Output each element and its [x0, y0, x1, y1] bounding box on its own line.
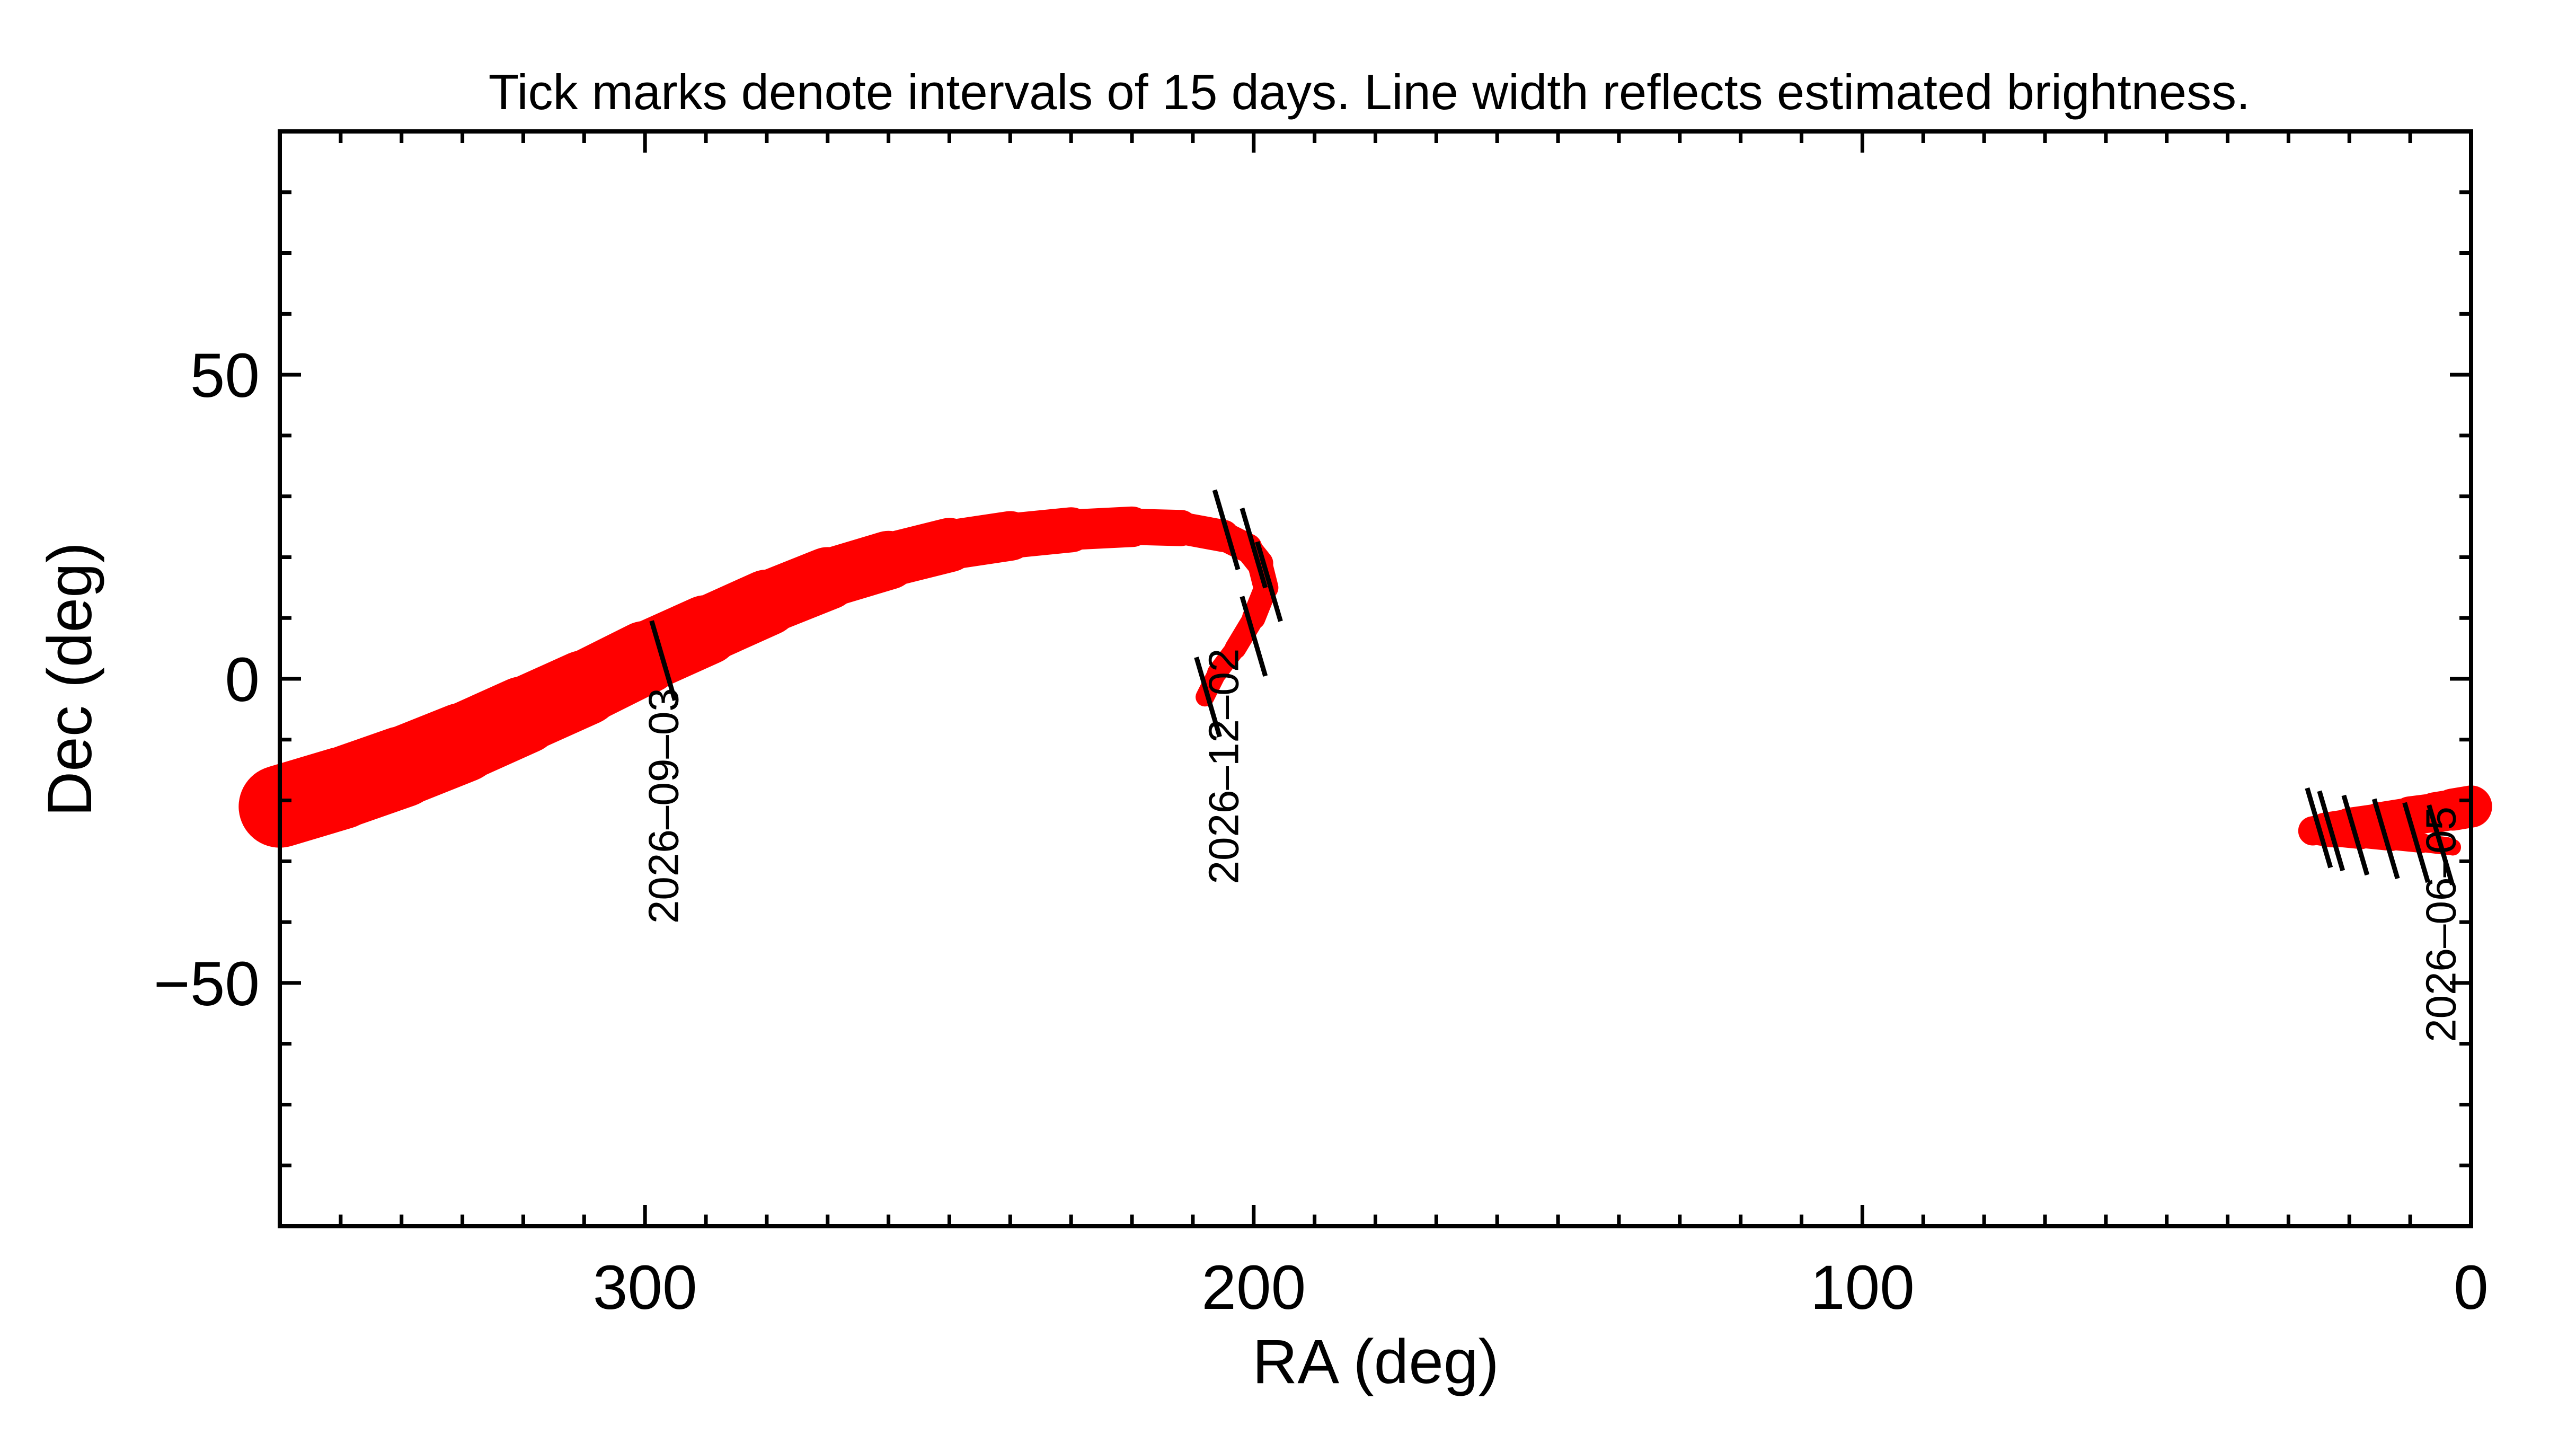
date-tick-mark: [1255, 541, 1283, 622]
date-label: 2026–12–02: [1200, 649, 1247, 884]
y-tick-label: −50: [154, 949, 260, 1019]
x-axis-title: RA (deg): [1252, 1327, 1499, 1397]
x-tick-label: 0: [2454, 1253, 2489, 1323]
date-tick-mark: [1194, 657, 1222, 738]
y-tick-label: 50: [190, 341, 260, 411]
tick-labels: 300 200 100 0 50 0 −50: [154, 341, 2489, 1323]
date-tick-mark: [1240, 596, 1268, 677]
chart-title: Tick marks denote intervals of 15 days. …: [489, 64, 2251, 120]
y-axis-title: Dec (deg): [35, 542, 105, 817]
track-segment: [2438, 838, 2462, 856]
date-label-layer: 2026–09–03 2026–12–02 2026–06–05: [640, 649, 2465, 1042]
date-tick-mark: [649, 620, 677, 701]
x-tick-label: 200: [1201, 1253, 1306, 1323]
series-layer: [238, 506, 2492, 856]
date-tick-mark: [1240, 507, 1268, 589]
x-tick-label: 300: [593, 1253, 697, 1323]
date-label: 2026–09–03: [640, 688, 687, 924]
date-tick-mark: [2371, 798, 2400, 880]
x-tick-label: 100: [1810, 1253, 1915, 1323]
plot-frame: [278, 129, 2473, 1228]
date-tick-mark: [1212, 489, 1241, 571]
date-label: 2026–06–05: [2418, 807, 2465, 1042]
date-tick-mark: [2341, 794, 2370, 876]
date-tick-mark: [2402, 802, 2430, 883]
date-tick-mark: [2427, 804, 2455, 885]
date-tick-mark: [2317, 790, 2345, 872]
date-tick-layer: [649, 489, 2455, 885]
date-tick-mark: [2305, 787, 2333, 869]
y-tick-label: 0: [225, 645, 260, 715]
